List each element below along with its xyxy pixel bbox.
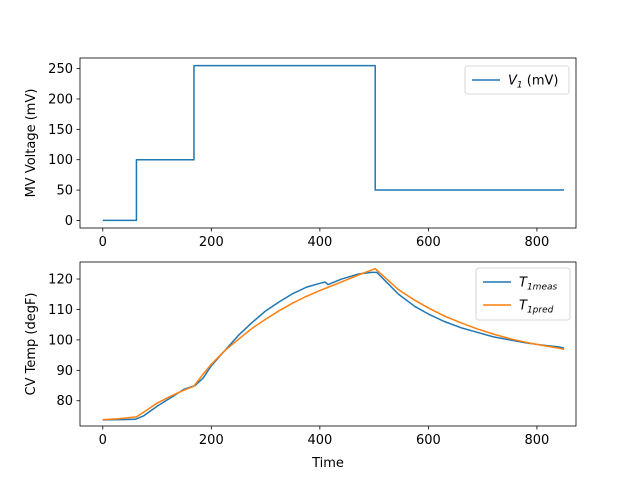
x-tick-label: 800 bbox=[525, 433, 550, 448]
series-line-1pred bbox=[102, 267, 565, 421]
x-tick-label: 0 bbox=[99, 433, 107, 448]
y-tick-label: 0 bbox=[65, 214, 73, 229]
y-tick-label: 110 bbox=[48, 303, 73, 318]
legend-entry-1pred: T1pred bbox=[519, 299, 554, 316]
legend-box bbox=[464, 65, 570, 95]
series-line-1 bbox=[102, 64, 565, 222]
x-tick-label: 800 bbox=[525, 235, 550, 250]
x-tick-label: 200 bbox=[199, 235, 224, 250]
y-tick-label: 100 bbox=[48, 333, 73, 348]
x-tick-label: 400 bbox=[307, 235, 332, 250]
y-tick-label: 100 bbox=[48, 153, 73, 168]
y-tick-label: 250 bbox=[48, 62, 73, 77]
x-axis-label: Time bbox=[311, 456, 344, 471]
legend: V1 (mV) bbox=[464, 65, 570, 95]
axes-frame bbox=[79, 57, 577, 229]
axes-frame bbox=[79, 261, 577, 427]
y-tick-label: 120 bbox=[48, 273, 73, 288]
x-tick-label: 600 bbox=[416, 433, 441, 448]
series-line-1meas bbox=[102, 271, 565, 421]
y-tick-label: 50 bbox=[56, 184, 73, 199]
y-tick-label: 200 bbox=[48, 92, 73, 107]
legend-entry-1: V1 (mV) bbox=[508, 74, 558, 91]
y-axis-label: MV Voltage (mV) bbox=[24, 89, 39, 198]
legend-entry-1meas: T1meas bbox=[519, 276, 557, 293]
x-tick-label: 0 bbox=[99, 235, 107, 250]
y-tick-label: 150 bbox=[48, 123, 73, 138]
y-axis-label: CV Temp (degF) bbox=[24, 292, 39, 395]
x-tick-label: 600 bbox=[416, 235, 441, 250]
x-tick-label: 400 bbox=[307, 433, 332, 448]
y-tick-label: 80 bbox=[56, 394, 73, 409]
x-tick-label: 200 bbox=[199, 433, 224, 448]
legend: T1meas T1pred bbox=[475, 267, 571, 321]
temperature-subplot: 0 200 400 600 800 80 90 100 110 120 CV Temp (degF)… bbox=[24, 261, 577, 471]
legend-box bbox=[475, 267, 571, 321]
voltage-subplot: 0 200 400 600 800 0 50 100 150 200 250 MV Voltage (… bbox=[24, 57, 577, 250]
y-tick-label: 90 bbox=[56, 364, 73, 379]
